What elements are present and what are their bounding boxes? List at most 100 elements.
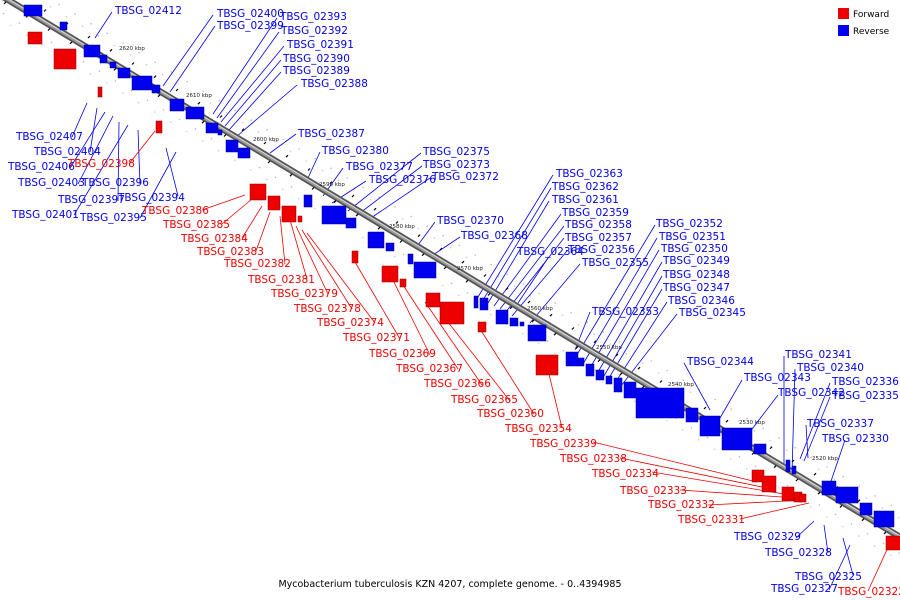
- background-dot: [281, 188, 284, 191]
- background-dot: [265, 178, 268, 181]
- background-dot: [625, 352, 628, 355]
- background-dot: [250, 119, 252, 121]
- backbone-tick: [553, 332, 557, 336]
- background-dot: [362, 186, 365, 189]
- background-dot: [90, 22, 92, 25]
- backbone-tick: [417, 234, 421, 238]
- backbone-tick: [593, 340, 597, 344]
- gene-label-tbsg_02331: TBSG_02331: [677, 514, 745, 526]
- forward-gene-2: [53, 48, 77, 70]
- background-dot: [810, 456, 812, 459]
- backbone-tick: [263, 141, 267, 145]
- background-dot: [394, 206, 397, 208]
- gene-label-tbsg_02373: TBSG_02373: [422, 159, 490, 171]
- gene-label-tbsg_02391: TBSG_02391: [286, 39, 354, 51]
- gene-label-tbsg_02325: TBSG_02325: [794, 571, 862, 583]
- reverse-gene-3: [83, 44, 101, 58]
- background-dot: [777, 487, 780, 489]
- background-dot: [274, 176, 277, 179]
- background-dot: [762, 427, 764, 430]
- reverse-gene-44: [859, 502, 873, 516]
- background-dot: [521, 333, 524, 335]
- background-dot: [657, 372, 660, 374]
- gene-label-tbsg_02334: TBSG_02334: [591, 468, 659, 480]
- gene-label-tbsg_02352: TBSG_02352: [655, 218, 723, 230]
- background-dot: [690, 427, 693, 429]
- gene-label-tbsg_02333: TBSG_02333: [619, 485, 687, 497]
- background-dot: [82, 60, 85, 63]
- backbone-tick: [113, 67, 117, 71]
- gene-label-tbsg_02327: TBSG_02327: [770, 583, 838, 595]
- background-dot: [554, 302, 556, 305]
- gene-label-tbsg_02385: TBSG_02385: [162, 219, 230, 231]
- forward-gene-11: [399, 278, 407, 288]
- tick-label: 2600 kbp: [253, 137, 279, 143]
- background-dot: [865, 497, 868, 500]
- background-dot: [586, 321, 588, 324]
- backbone-tick: [505, 287, 509, 291]
- background-dot: [161, 73, 164, 76]
- background-dot: [601, 381, 604, 383]
- gene-label-tbsg_02382: TBSG_02382: [223, 258, 291, 270]
- gene-label-tbsg_02388: TBSG_02388: [300, 78, 368, 90]
- background-dot: [50, 41, 53, 44]
- gene-label-tbsg_02371: TBSG_02371: [342, 332, 410, 344]
- forward-gene-labels: TBSG_02398 TBSG_02386 TBSG_02385 TBSG_02384…: [67, 158, 900, 598]
- background-dot: [297, 198, 300, 200]
- background-dot: [162, 109, 165, 111]
- background-dot: [137, 101, 140, 104]
- background-dot: [81, 25, 84, 27]
- gene-label-tbsg_02412: TBSG_02412: [114, 5, 182, 17]
- background-dot: [49, 6, 52, 8]
- forward-leader-lines: [128, 130, 891, 592]
- backbone-tick: [575, 346, 579, 349]
- background-dot: [185, 130, 188, 133]
- background-dot: [409, 265, 412, 268]
- reverse-gene-26: [519, 321, 525, 327]
- tick-label: 2590 kbp: [319, 182, 345, 188]
- background-dot: [641, 362, 644, 365]
- forward-gene-8: [297, 215, 303, 223]
- forward-gene-3: [97, 86, 103, 98]
- background-dot: [490, 263, 493, 266]
- background-dot: [689, 391, 692, 394]
- gene-label-tbsg_02341: TBSG_02341: [784, 349, 852, 361]
- reverse-gene-14: [237, 147, 251, 159]
- background-dot: [273, 140, 276, 143]
- backbone-tick: [131, 62, 135, 65]
- gene-label-tbsg_02383: TBSG_02383: [196, 246, 264, 258]
- backbone-tick: [461, 260, 465, 264]
- gene-label-tbsg_02347: TBSG_02347: [662, 282, 730, 294]
- background-dot: [673, 381, 676, 384]
- reverse-gene-4: [99, 54, 108, 64]
- background-dot: [537, 342, 540, 345]
- backbone-tick: [69, 41, 73, 45]
- background-dot: [122, 42, 124, 44]
- background-dot: [721, 410, 724, 413]
- gene-label-tbsg_02364: TBSG_02364: [516, 246, 584, 258]
- gene-label-tbsg_02407: TBSG_02407: [15, 131, 83, 143]
- backbone-tick: [527, 300, 531, 304]
- background-dot: [106, 32, 108, 35]
- gene-label-tbsg_02375: TBSG_02375: [422, 146, 490, 158]
- background-dot: [866, 533, 869, 535]
- backbone-tick: [329, 181, 333, 185]
- reverse-gene-2: [59, 21, 68, 31]
- gene-label-tbsg_02372: TBSG_02372: [431, 171, 499, 183]
- backbone-tick: [509, 306, 513, 310]
- background-dot: [682, 379, 684, 382]
- background-dot: [194, 128, 197, 130]
- forward-gene-17: [761, 475, 777, 493]
- reverse-gene-24: [495, 309, 509, 325]
- background-dot: [201, 140, 204, 142]
- gene-label-tbsg_02370: TBSG_02370: [436, 215, 504, 227]
- backbone-tick: [373, 207, 377, 211]
- reverse-gene-42: [821, 480, 837, 496]
- tick-label: 2520 kbp: [812, 456, 838, 462]
- backbone-tick: [219, 115, 223, 118]
- backbone-tick: [153, 75, 157, 79]
- tick-label: 2530 kbp: [739, 420, 765, 426]
- reverse-gene-29: [577, 357, 585, 367]
- gene-label-tbsg_02389: TBSG_02389: [282, 65, 350, 77]
